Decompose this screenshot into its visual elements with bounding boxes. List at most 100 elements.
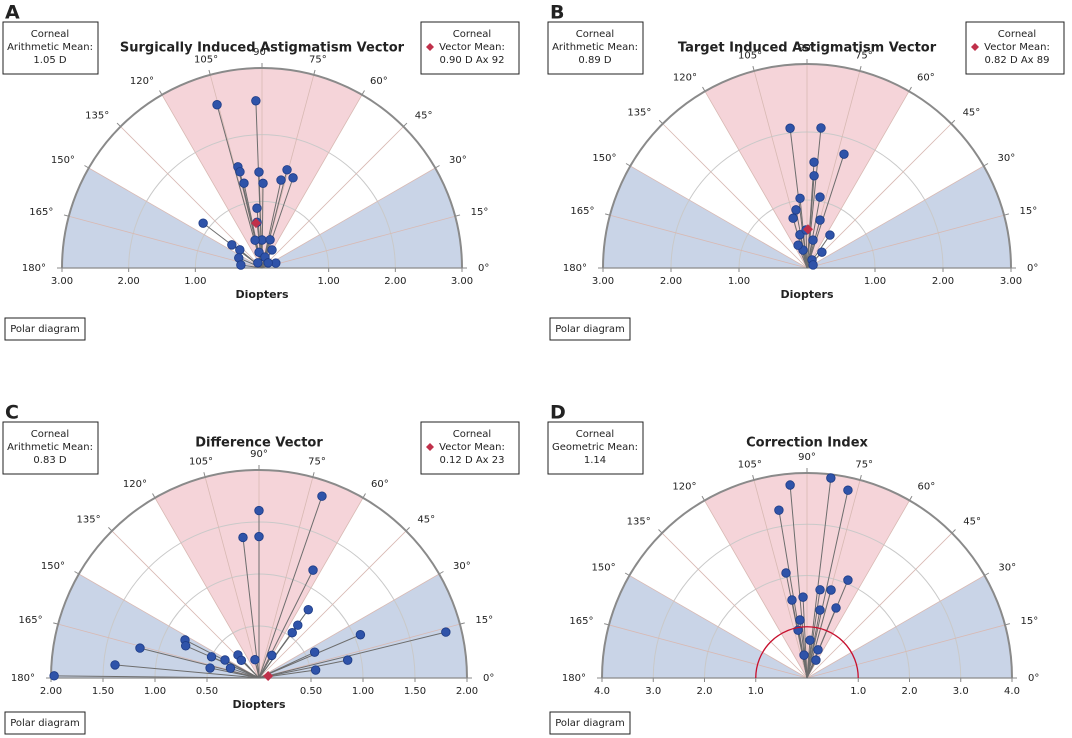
info-box — [420, 21, 520, 75]
r-tick-label: 2.00 — [456, 686, 478, 697]
info-box-text: Arithmetic Mean: — [7, 442, 93, 453]
angle-grid-line — [57, 623, 260, 679]
polar-diagram-button[interactable] — [4, 711, 86, 735]
vector-point — [287, 628, 297, 638]
info-box-text: 0.89 D — [578, 55, 611, 66]
vector-point — [252, 203, 262, 213]
outer-arc — [50, 469, 468, 679]
vector-point — [843, 485, 853, 495]
info-box-text: Corneal — [576, 429, 614, 440]
vector-point — [258, 178, 268, 189]
angle-label: 120° — [672, 482, 696, 493]
outer-arc — [61, 67, 463, 269]
vector-point — [293, 620, 303, 630]
angle-grid-line — [806, 214, 1005, 269]
vector-point — [288, 173, 298, 183]
r-tick-label: 1.00 — [318, 276, 340, 287]
angle-grid-line — [204, 476, 260, 679]
vector-spoke — [806, 640, 811, 679]
r-tick-label: 4.0 — [594, 686, 610, 697]
vector-point — [135, 643, 145, 653]
angle-grid-line — [258, 497, 364, 679]
polar-diagram-button-label[interactable]: Polar diagram — [555, 718, 625, 729]
vector-point — [205, 663, 215, 673]
vector-point — [310, 665, 321, 675]
vector-point — [441, 627, 451, 637]
r-tick-label: 2.00 — [118, 276, 140, 287]
info-box-text: 0.90 D Ax 92 — [440, 55, 505, 66]
vector-point — [206, 652, 217, 662]
angle-grid-line — [806, 500, 910, 679]
mean-marker — [803, 224, 814, 235]
vector-point — [342, 655, 353, 665]
info-box-text: Corneal — [998, 29, 1036, 40]
angle-label: 105° — [189, 457, 213, 468]
angle-label: 135° — [85, 110, 109, 121]
vector-point — [795, 615, 805, 625]
info-box-text: 0.82 D Ax 89 — [985, 55, 1050, 66]
vector-point — [843, 575, 853, 585]
angle-label: 120° — [673, 72, 697, 83]
vector-spoke — [242, 537, 260, 679]
angle-label: 60° — [917, 72, 935, 83]
angle-label: 75° — [308, 457, 326, 468]
r-tick-label: 2.00 — [660, 276, 682, 287]
chart-title: Target Induced Astigmatism Vector — [678, 41, 937, 56]
vector-point — [180, 641, 191, 651]
r-tick-label: 0.50 — [300, 686, 322, 697]
legend-marker — [426, 43, 434, 51]
angle-grid-line — [662, 123, 808, 269]
vector-point — [235, 245, 245, 255]
chart-title: Surgically Induced Astigmatism Vector — [120, 41, 405, 56]
polar-diagram-button[interactable] — [549, 711, 631, 735]
vector-point — [808, 235, 818, 245]
sector — [262, 168, 462, 268]
vector-point — [809, 171, 819, 181]
vector-point — [785, 123, 795, 133]
axis-label: Diopters — [780, 288, 833, 301]
vector-spoke — [230, 667, 260, 679]
vector-point — [239, 178, 249, 188]
polar-diagram-button[interactable] — [549, 317, 631, 341]
angle-grid-line — [704, 91, 808, 269]
vector-point — [238, 532, 248, 543]
vector-point — [815, 585, 825, 595]
info-box-text: 1.14 — [584, 455, 606, 466]
angle-label: 75° — [855, 50, 873, 61]
vector-point — [811, 655, 821, 665]
r-tick-label: 2.00 — [384, 276, 406, 287]
polar-diagram-button[interactable] — [4, 317, 86, 341]
vector-point — [788, 213, 798, 223]
vector-point — [774, 505, 784, 515]
mean-marker — [263, 670, 274, 681]
angle-label: 165° — [19, 615, 43, 626]
polar-diagram-button-label[interactable]: Polar diagram — [10, 324, 80, 335]
info-box — [547, 21, 644, 75]
r-tick-label: 3.00 — [1000, 276, 1022, 287]
vector-spoke — [224, 659, 260, 679]
angle-grid-line — [753, 479, 808, 679]
angle-grid-line — [806, 575, 985, 679]
info-box — [2, 421, 99, 475]
sector — [51, 574, 259, 678]
vector-point — [236, 655, 247, 666]
vector-spoke — [806, 127, 822, 269]
r-tick-label: 1.00 — [352, 686, 374, 697]
angle-label: 30° — [453, 561, 471, 572]
vector-point — [235, 167, 245, 177]
vector-point — [265, 235, 275, 245]
info-box-text: Arithmetic Mean: — [552, 42, 638, 53]
info-box-text: Vector Mean: — [984, 42, 1050, 53]
angle-label: 135° — [77, 515, 101, 526]
polar-diagram-button-label[interactable]: Polar diagram — [10, 718, 80, 729]
vector-spoke — [114, 664, 260, 679]
r-tick-label: 1.00 — [184, 276, 206, 287]
vector-point — [826, 473, 836, 483]
vector-spoke — [806, 239, 814, 269]
vector-spoke — [789, 484, 808, 679]
vector-spoke — [806, 589, 832, 679]
angle-label: 165° — [570, 206, 594, 217]
r-tick-label: 0.50 — [196, 686, 218, 697]
polar-diagram-button-label[interactable]: Polar diagram — [555, 324, 625, 335]
